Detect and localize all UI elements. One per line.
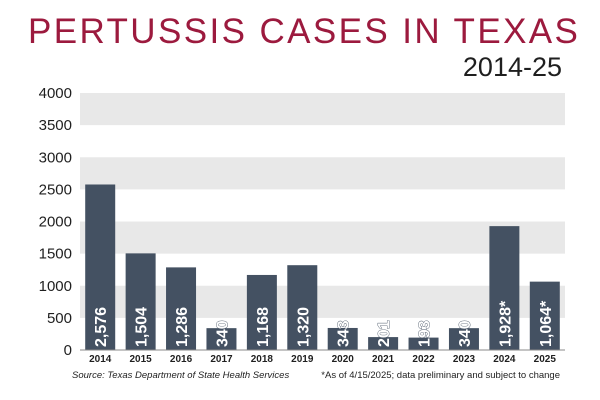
data-label: 193 — [417, 320, 434, 347]
bar — [448, 328, 479, 350]
data-label: 1,504 — [134, 307, 151, 347]
bar — [529, 281, 560, 350]
x-tick-label: 2019 — [291, 354, 314, 365]
y-tick-label: 2500 — [39, 181, 72, 198]
bar — [166, 267, 197, 350]
footnote: *As of 4/15/2025; data preliminary and s… — [321, 370, 560, 381]
x-tick-label: 2022 — [412, 354, 435, 365]
data-label: 1,064* — [538, 300, 555, 347]
x-tick-label: 2015 — [130, 354, 153, 365]
y-tick-label: 1000 — [39, 278, 72, 295]
chart-subtitle: 2014-25 — [462, 52, 562, 82]
bar — [368, 337, 399, 350]
x-tick-label: 2014 — [89, 354, 112, 365]
x-tick-label: 2018 — [251, 354, 274, 365]
data-label: 340 — [457, 320, 474, 347]
y-tick-label: 4000 — [39, 85, 72, 102]
y-tick-label: 1500 — [39, 246, 72, 263]
x-tick-label: 2021 — [372, 354, 395, 365]
bar — [85, 184, 116, 350]
y-tick-label: 3500 — [39, 117, 72, 134]
bar — [206, 328, 237, 350]
x-tick-label: 2023 — [453, 354, 476, 365]
data-label: 2,576 — [93, 307, 110, 347]
data-label: 1,320 — [295, 307, 312, 347]
x-tick-label: 2024 — [493, 354, 516, 365]
data-label: 1,286 — [174, 307, 191, 347]
y-tick-label: 0 — [64, 342, 72, 359]
x-tick-label: 2025 — [534, 354, 557, 365]
bar — [489, 226, 520, 350]
y-tick-label: 2000 — [39, 214, 72, 231]
y-tick-label: 500 — [47, 310, 72, 327]
y-tick-label: 3000 — [39, 149, 72, 166]
data-label: 201 — [376, 320, 393, 347]
x-tick-label: 2020 — [332, 354, 355, 365]
bar — [327, 327, 358, 350]
source-note: Source: Texas Department of State Health… — [72, 370, 290, 381]
x-tick-label: 2017 — [210, 354, 233, 365]
data-label: 1,928* — [497, 300, 514, 347]
grid-band — [80, 285, 565, 318]
x-tick-label: 2016 — [170, 354, 193, 365]
grid-band — [80, 221, 565, 254]
bar — [125, 253, 156, 350]
grid-band — [80, 93, 565, 126]
data-label: 343 — [336, 320, 353, 347]
data-label: 1,168 — [255, 307, 272, 347]
bar — [287, 265, 318, 350]
data-label: 340 — [214, 320, 231, 347]
chart-title: PERTUSSIS CASES IN TEXAS — [28, 12, 581, 51]
grid-band — [80, 157, 565, 190]
bar — [246, 274, 277, 350]
bar — [408, 337, 439, 350]
